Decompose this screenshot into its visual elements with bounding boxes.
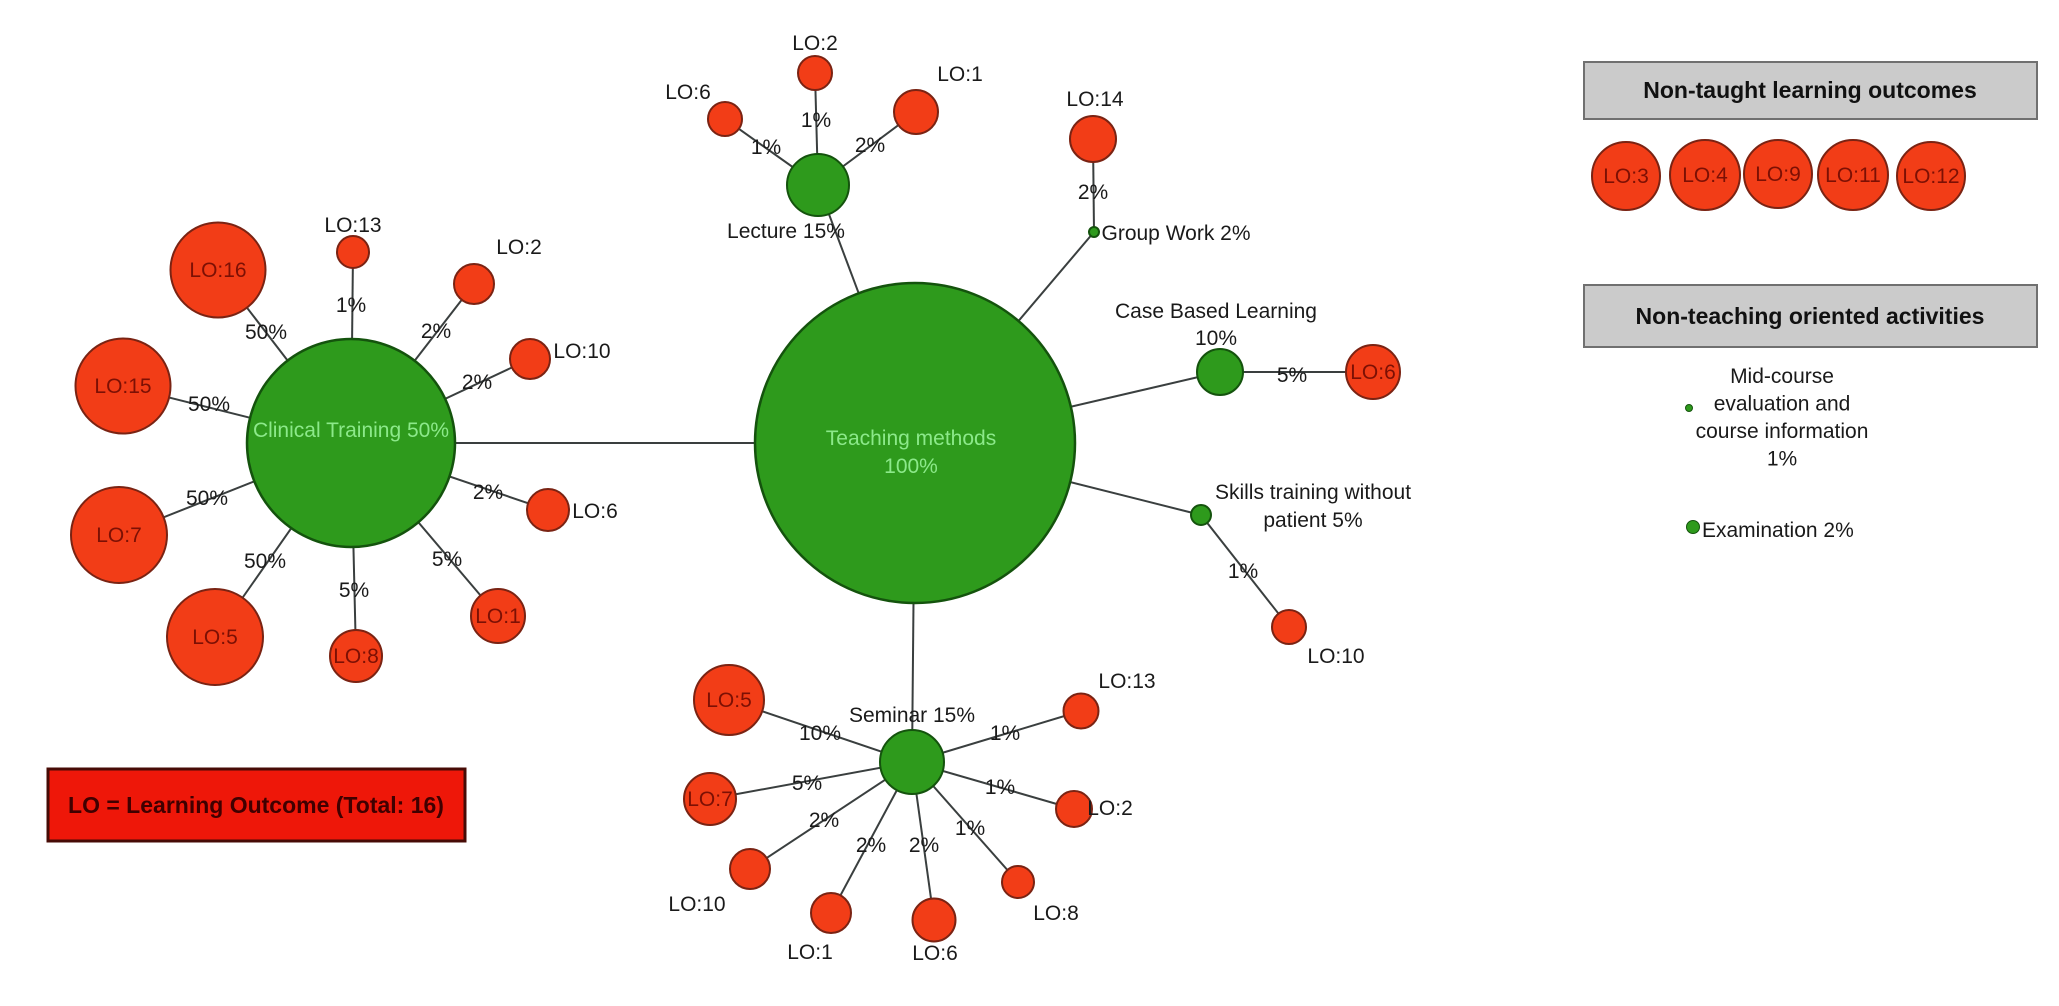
svg-text:1%: 1% [985, 776, 1015, 799]
svg-text:50%: 50% [186, 487, 228, 510]
svg-text:2%: 2% [1078, 181, 1108, 204]
svg-text:5%: 5% [432, 548, 462, 571]
svg-text:LO:2: LO:2 [1087, 797, 1133, 820]
svg-text:1%: 1% [1767, 448, 1797, 471]
svg-text:2%: 2% [909, 834, 939, 857]
svg-text:LO:1: LO:1 [787, 941, 833, 964]
svg-text:evaluation and: evaluation and [1714, 393, 1851, 416]
svg-text:course information: course information [1696, 420, 1869, 443]
svg-text:2%: 2% [809, 809, 839, 832]
svg-text:Group Work 2%: Group Work 2% [1102, 222, 1251, 245]
svg-text:Skills training without: Skills training without [1215, 481, 1411, 504]
svg-text:100%: 100% [884, 455, 938, 478]
svg-text:2%: 2% [473, 481, 503, 504]
svg-text:LO:12: LO:12 [1902, 165, 1959, 188]
svg-text:LO:2: LO:2 [792, 32, 838, 55]
svg-text:Lecture 15%: Lecture 15% [727, 220, 845, 243]
svg-text:LO:13: LO:13 [1098, 670, 1155, 693]
svg-text:LO:2: LO:2 [496, 236, 542, 259]
svg-text:LO:10: LO:10 [668, 893, 725, 916]
svg-text:Seminar 15%: Seminar 15% [849, 704, 975, 727]
svg-text:LO:1: LO:1 [937, 63, 983, 86]
svg-text:LO:6: LO:6 [912, 942, 958, 965]
svg-text:10%: 10% [1195, 327, 1237, 350]
svg-text:50%: 50% [188, 393, 230, 416]
svg-text:LO:7: LO:7 [687, 788, 733, 811]
svg-text:5%: 5% [792, 772, 822, 795]
svg-text:1%: 1% [1228, 560, 1258, 583]
svg-text:LO = Learning Outcome (Total:: LO = Learning Outcome (Total: 16) [68, 792, 444, 818]
svg-text:LO:13: LO:13 [324, 214, 381, 237]
svg-text:Teaching methods: Teaching methods [826, 427, 996, 450]
svg-text:LO:8: LO:8 [333, 645, 379, 668]
svg-text:LO:10: LO:10 [553, 340, 610, 363]
svg-text:LO:1: LO:1 [475, 605, 521, 628]
svg-text:LO:7: LO:7 [96, 524, 142, 547]
svg-text:1%: 1% [336, 294, 366, 317]
svg-text:LO:6: LO:6 [1350, 361, 1396, 384]
svg-text:50%: 50% [244, 550, 286, 573]
svg-text:LO:16: LO:16 [189, 259, 246, 282]
svg-text:1%: 1% [990, 722, 1020, 745]
svg-text:LO:6: LO:6 [665, 81, 711, 104]
svg-text:Non-teaching oriented activiti: Non-teaching oriented activities [1636, 303, 1985, 329]
svg-text:LO:11: LO:11 [1825, 164, 1881, 187]
svg-text:LO:6: LO:6 [572, 500, 618, 523]
svg-text:Examination 2%: Examination 2% [1702, 519, 1854, 542]
svg-text:5%: 5% [1277, 364, 1307, 387]
svg-text:LO:5: LO:5 [706, 689, 752, 712]
svg-text:patient 5%: patient 5% [1263, 509, 1362, 532]
svg-text:Case Based Learning: Case Based Learning [1115, 300, 1317, 323]
svg-text:Mid-course: Mid-course [1730, 365, 1834, 388]
svg-text:1%: 1% [801, 109, 831, 132]
svg-text:LO:15: LO:15 [94, 375, 151, 398]
svg-text:LO:14: LO:14 [1066, 88, 1124, 111]
svg-text:2%: 2% [855, 134, 885, 157]
svg-text:50%: 50% [245, 321, 287, 344]
svg-text:Clinical Training 50%: Clinical Training 50% [253, 419, 449, 442]
svg-text:LO:4: LO:4 [1682, 164, 1728, 187]
svg-text:2%: 2% [856, 834, 886, 857]
svg-text:Non-taught learning outcomes: Non-taught learning outcomes [1643, 77, 1977, 103]
svg-text:1%: 1% [955, 817, 985, 840]
svg-text:2%: 2% [462, 371, 492, 394]
svg-text:LO:5: LO:5 [192, 626, 238, 649]
svg-text:LO:8: LO:8 [1033, 902, 1079, 925]
svg-text:5%: 5% [339, 579, 369, 602]
svg-text:LO:9: LO:9 [1755, 163, 1801, 186]
svg-text:LO:10: LO:10 [1307, 645, 1364, 668]
svg-text:1%: 1% [751, 136, 781, 159]
svg-text:LO:3: LO:3 [1603, 165, 1649, 188]
svg-text:10%: 10% [799, 722, 841, 745]
svg-text:2%: 2% [421, 320, 451, 343]
